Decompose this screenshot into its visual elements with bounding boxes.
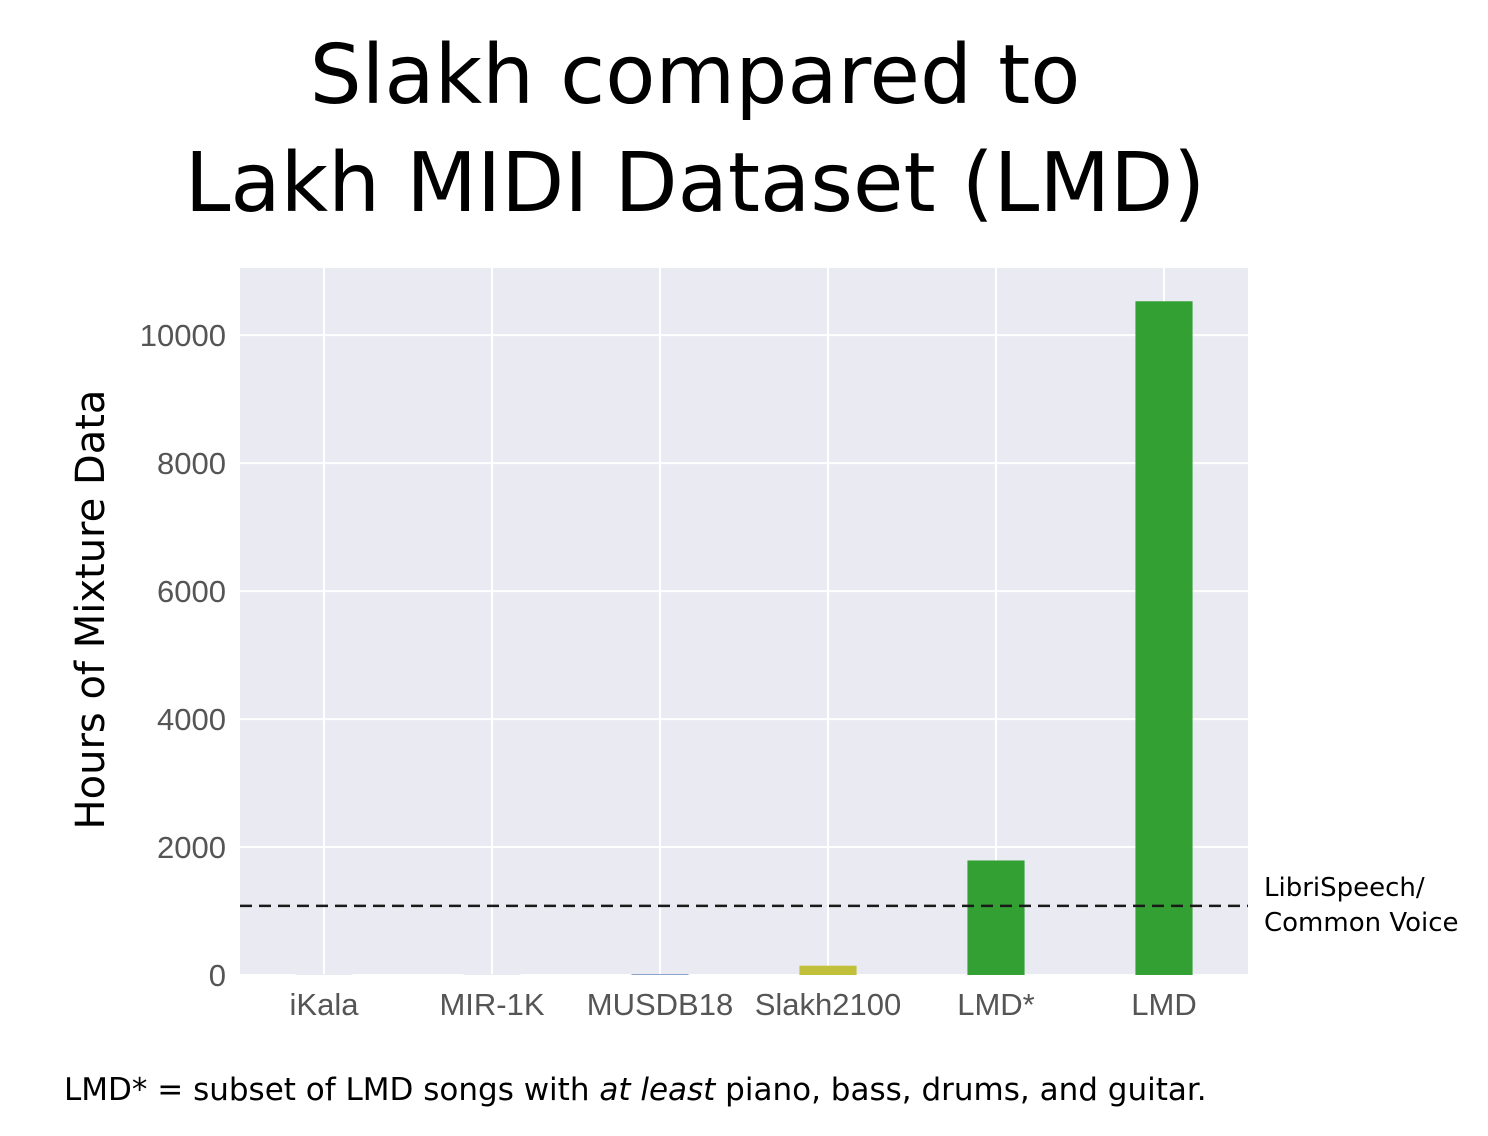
y-axis-label: Hours of Mixture Data bbox=[68, 390, 114, 830]
plot-background bbox=[240, 268, 1248, 975]
x-tick-label: Slakh2100 bbox=[755, 987, 902, 1022]
y-tick-labels: 0 2000 4000 6000 8000 10000 bbox=[140, 318, 226, 993]
y-tick-label: 2000 bbox=[157, 830, 226, 865]
reference-line-label-1: LibriSpeech/ bbox=[1264, 873, 1425, 903]
x-tick-labels: iKala MIR-1K MUSDB18 Slakh2100 LMD* LMD bbox=[290, 987, 1197, 1022]
x-tick-label: LMD bbox=[1131, 987, 1196, 1022]
x-tick-label: LMD* bbox=[957, 987, 1035, 1022]
y-tick-label: 4000 bbox=[157, 702, 226, 737]
reference-line-label-2: Common Voice bbox=[1264, 908, 1459, 938]
bar-lmd bbox=[967, 860, 1025, 975]
slide-title: Slakh compared to Lakh MIDI Dataset (LMD… bbox=[0, 22, 1390, 238]
footnote-emphasis: at least bbox=[599, 1072, 716, 1108]
footnote: LMD* = subset of LMD songs with at least… bbox=[64, 1072, 1207, 1108]
y-tick-label: 6000 bbox=[157, 574, 226, 609]
x-tick-label: iKala bbox=[290, 987, 360, 1022]
bars-layer bbox=[295, 301, 1193, 975]
y-tick-label: 8000 bbox=[157, 446, 226, 481]
title-line-2: Lakh MIDI Dataset (LMD) bbox=[184, 136, 1206, 231]
bar-slakh2100 bbox=[799, 965, 857, 975]
y-tick-label: 10000 bbox=[140, 318, 226, 353]
footnote-prefix: LMD* = subset of LMD songs with bbox=[64, 1072, 600, 1108]
bar-musdb18 bbox=[631, 974, 689, 975]
title-line-1: Slakh compared to bbox=[309, 28, 1081, 123]
footnote-suffix: piano, bass, drums, and guitar. bbox=[715, 1072, 1207, 1108]
x-tick-label: MIR-1K bbox=[439, 987, 544, 1022]
bar-lmd bbox=[1135, 301, 1193, 975]
y-tick-label: 0 bbox=[209, 958, 226, 993]
x-tick-label: MUSDB18 bbox=[587, 987, 733, 1022]
